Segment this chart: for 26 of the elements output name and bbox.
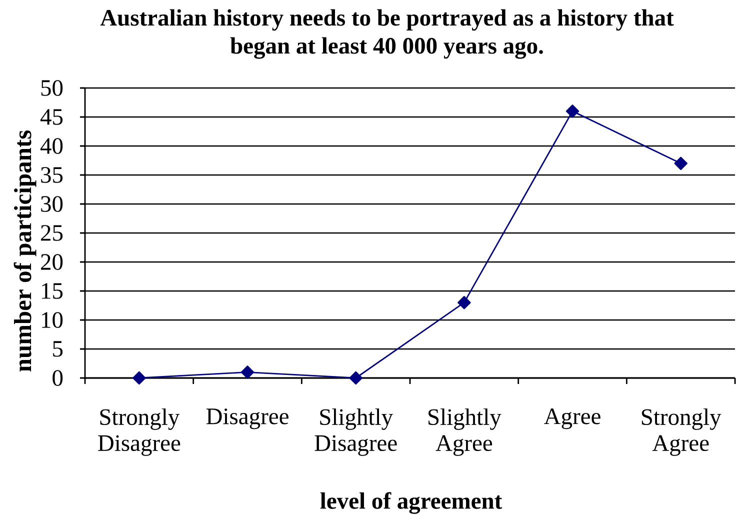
y-tick-label: 50 — [41, 80, 63, 96]
y-tick-label: 45 — [40, 109, 63, 125]
y-tick-label: 5 — [53, 341, 63, 357]
y-tick-label: 35 — [41, 167, 63, 183]
x-tick-label: Strongly Agree — [642, 408, 722, 456]
x-tick-label: Slightly Agree — [428, 408, 502, 456]
point — [240, 366, 254, 379]
point — [674, 156, 688, 170]
y-tick-label: 15 — [42, 283, 63, 299]
x-tick-label: Agree — [544, 408, 600, 430]
chart-title: Australian history needs to be portrayed as a history that began at least 40 000 years ago. — [100, 9, 674, 59]
x-tick-label: Strongly Disagree — [98, 408, 180, 456]
y-tick-label: 20 — [41, 254, 63, 270]
y-tick-label: 30 — [41, 196, 63, 212]
point — [132, 371, 146, 385]
point — [349, 371, 362, 385]
y-tick-label: 40 — [40, 138, 63, 154]
y-tick-label: 25 — [41, 225, 63, 241]
point — [458, 296, 471, 310]
x-tick-label: Disagree — [206, 408, 288, 430]
y-axis-title: number of participants — [14, 130, 36, 372]
y-tick-label: 0 — [52, 370, 63, 386]
y-tick-label: 10 — [42, 312, 63, 328]
point — [566, 104, 580, 118]
x-axis-title: level of agreement — [320, 492, 502, 514]
x-tick-label: Slightly Disagree — [314, 408, 397, 456]
